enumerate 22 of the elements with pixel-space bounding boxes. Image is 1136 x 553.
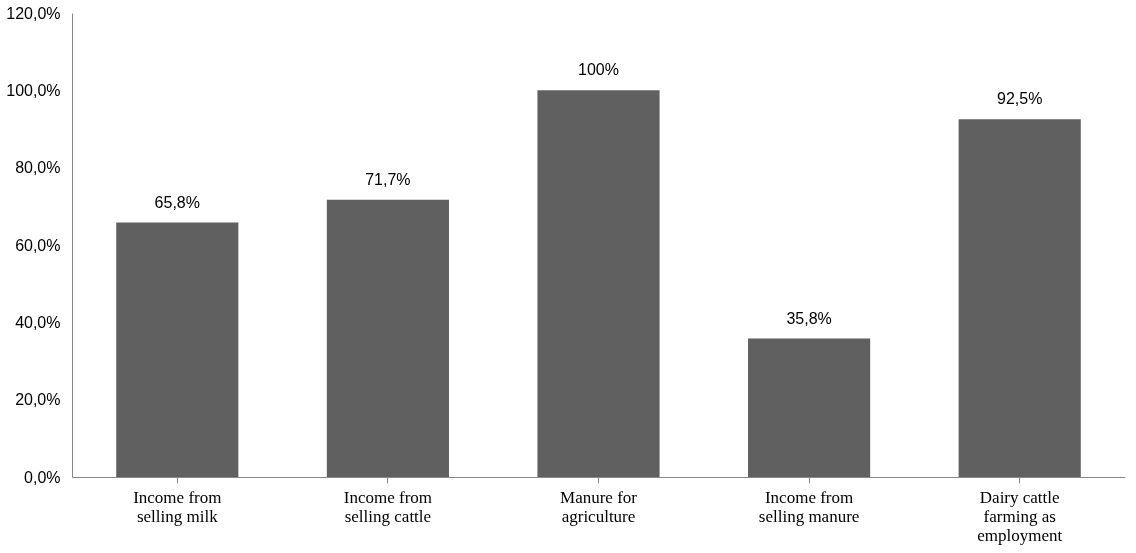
bar (116, 222, 239, 477)
y-tick-label: 100,0% (6, 81, 61, 99)
y-tick-label: 80,0% (15, 159, 61, 177)
bar (748, 338, 871, 477)
data-label: 65,8% (154, 193, 200, 211)
y-tick-label: 40,0% (15, 313, 61, 331)
y-tick-label: 60,0% (15, 236, 61, 254)
x-tick-label: Income from selling milk (133, 487, 222, 526)
y-tick-label: 120,0% (6, 4, 61, 22)
data-label: 92,5% (997, 90, 1043, 108)
bar (537, 90, 660, 477)
y-tick-label: 20,0% (15, 391, 61, 409)
y-tick-label: 0,0% (24, 468, 61, 486)
bar (958, 119, 1081, 477)
bar (326, 199, 449, 477)
x-tick-label: Income from selling manure (758, 487, 860, 526)
x-tick-label: Manure for agriculture (560, 487, 638, 526)
data-label: 71,7% (365, 170, 411, 188)
data-label: 35,8% (786, 309, 832, 327)
x-tick-label: Dairy cattle farming as employment (977, 487, 1063, 545)
x-tick-label: Income from selling cattle (343, 487, 433, 526)
data-label: 100% (578, 61, 619, 79)
